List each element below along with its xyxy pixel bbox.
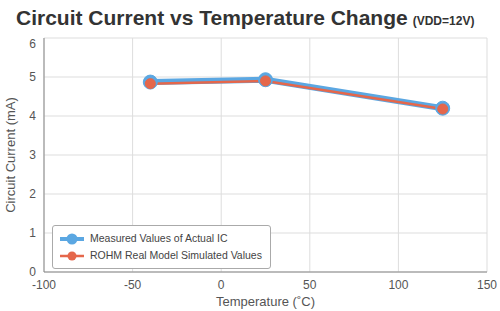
svg-text:6: 6 <box>29 37 36 51</box>
svg-text:1: 1 <box>29 226 36 240</box>
html-text:ROHM Real Model Simulated Valu: ROHM Real Model Simulated Values <box>90 249 262 261</box>
svg-text:2: 2 <box>29 187 36 201</box>
svg-text:4: 4 <box>29 109 36 123</box>
svg-text:-50: -50 <box>124 278 142 292</box>
svg-text:50: 50 <box>303 278 317 292</box>
svg-text:Temperature (˚C): Temperature (˚C) <box>216 294 315 309</box>
svg-text:-100: -100 <box>32 278 56 292</box>
svg-text:5: 5 <box>29 70 36 84</box>
svg-text:150: 150 <box>477 278 492 292</box>
svg-text:3: 3 <box>29 148 36 162</box>
svg-text:Circuit Current (mA): Circuit Current (mA) <box>8 97 18 213</box>
html-text:Measured Values of Actual IC: Measured Values of Actual IC <box>90 232 228 244</box>
svg-text:0: 0 <box>218 278 225 292</box>
html-text:Circuit Current vs Temperature: Circuit Current vs Temperature Change (V… <box>16 6 475 29</box>
svg-text:0: 0 <box>29 265 36 279</box>
svg-text:100: 100 <box>388 278 408 292</box>
